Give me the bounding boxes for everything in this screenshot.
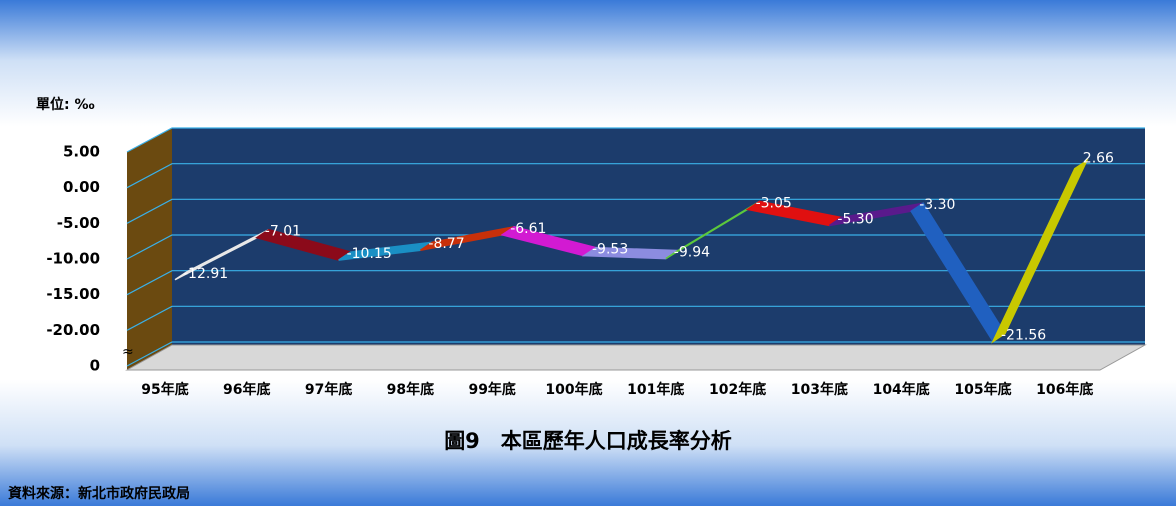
x-tick-label: 102年底 — [709, 381, 766, 398]
floor — [125, 344, 1147, 371]
grid-line — [126, 163, 1145, 189]
grid-line — [126, 305, 1145, 331]
data-label: -9.94 — [674, 245, 710, 261]
data-label: -3.05 — [756, 195, 792, 211]
unit-label: 單位: ‰ — [36, 96, 95, 113]
y-tick-label: -10.00 — [46, 250, 100, 268]
x-tick-label: 98年底 — [387, 381, 434, 398]
y-tick-label: -15.00 — [46, 285, 100, 303]
x-tick-label: 99年底 — [468, 381, 515, 398]
y-tick-label: 0.00 — [63, 178, 100, 196]
x-tick-label: 97年底 — [305, 381, 352, 398]
grid-line — [126, 127, 1145, 153]
axis-break: ≈ — [122, 344, 134, 360]
grid-line — [126, 234, 1145, 260]
x-tick-label: 103年底 — [791, 381, 848, 398]
data-label: -9.53 — [592, 242, 628, 258]
data-label: -21.56 — [1001, 327, 1046, 343]
grid-line — [126, 341, 1145, 367]
label-mask — [22, 352, 92, 378]
y-tick-label: -5.00 — [57, 214, 100, 232]
source: 資料來源：新北市政府民政局 — [8, 485, 190, 502]
x-tick-label: 106年底 — [1036, 381, 1093, 398]
x-tick-label: 104年底 — [873, 381, 930, 398]
x-tick-label: 105年底 — [954, 381, 1011, 398]
ribbon-segment — [991, 158, 1089, 344]
x-tick-label: 100年底 — [545, 381, 602, 398]
data-label: -10.15 — [347, 246, 392, 262]
side-wall — [127, 128, 172, 370]
data-label: -6.61 — [510, 221, 546, 237]
data-label: -7.01 — [265, 224, 301, 240]
data-label: 2.66 — [1083, 151, 1114, 167]
x-tick-label: 95年底 — [141, 381, 188, 398]
data-label: -3.30 — [919, 197, 955, 213]
data-label: -8.77 — [428, 236, 464, 252]
y-tick-label: 0 — [90, 357, 100, 375]
grid-line — [126, 198, 1145, 224]
chart-title: 圖9 本區歷年人口成長率分析 — [444, 429, 732, 453]
back-wall — [172, 128, 1145, 345]
y-tick-label: 5.00 — [63, 143, 100, 161]
x-tick-label: 96年底 — [223, 381, 270, 398]
x-tick-label: 101年底 — [627, 381, 684, 398]
data-label: -12.91 — [183, 266, 228, 282]
data-label: -5.30 — [837, 211, 873, 227]
grid-line — [126, 270, 1145, 296]
y-tick-label: -20.00 — [46, 321, 100, 339]
